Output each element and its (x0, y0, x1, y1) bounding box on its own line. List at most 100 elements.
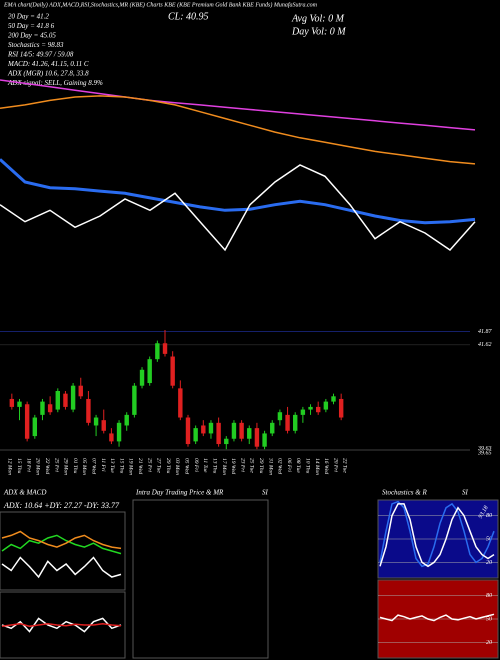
date-label: 12 Mon (7, 458, 13, 475)
candle-body (239, 422, 244, 439)
stoch-label: 93.18 (478, 505, 490, 520)
date-label: 15 Thu (16, 458, 22, 474)
tick-label: 50 (486, 536, 492, 542)
date-label: 22 Tue (342, 458, 348, 473)
date-label: 29 Thu (258, 458, 264, 474)
candle-body (315, 406, 321, 413)
indicator: 50 Day = 41.8 6 (8, 22, 55, 30)
stoch-right: SI (462, 489, 469, 497)
date-label: 03 Mon (174, 458, 180, 475)
date-label: 09 Fri (193, 458, 199, 472)
candle-body (247, 428, 252, 439)
candle-body (9, 398, 15, 407)
candle-body (63, 393, 68, 407)
avg-vol: Avg Vol: 0 M (291, 13, 345, 24)
indicator: ADX (MGR) 10.6, 27.8, 33.8 (7, 70, 89, 78)
candle-body (178, 388, 183, 418)
candle-body (47, 404, 53, 413)
date-label: 10 Thu (305, 458, 311, 474)
intraday-right: SI (262, 489, 269, 497)
indicator-line (0, 158, 476, 225)
date-label: 08 Tue (295, 458, 301, 473)
tick-label: 20 (486, 560, 492, 566)
date-label: 15 Thu (118, 458, 124, 474)
adx-title: ADX & MACD (3, 489, 46, 497)
candle-body (338, 398, 344, 418)
indicator-line (1, 556, 122, 579)
date-label: 13 Tue (109, 458, 115, 473)
candle-body (40, 401, 45, 415)
candle-body (208, 422, 214, 434)
date-label: 20 Fri (332, 458, 338, 472)
candle-body (293, 414, 298, 431)
candle-body (24, 404, 30, 439)
candle-body (162, 343, 168, 354)
tick-label: 80 (486, 513, 492, 519)
indicator-line (379, 503, 495, 568)
tick-label: 80 (486, 593, 492, 599)
candle-body (55, 391, 60, 410)
panel-frame (0, 591, 126, 659)
tick-label: 50 (486, 616, 492, 622)
date-label: 14 Mon (314, 458, 321, 475)
candle-body (270, 422, 275, 434)
intraday-title: Intra Day Trading Price & MR (135, 489, 224, 497)
candle-body (17, 401, 22, 407)
date-label: 01 Thu (72, 458, 78, 474)
candle-body (147, 359, 152, 384)
candle-body (109, 433, 114, 442)
candle-body (132, 385, 137, 415)
candle-body (78, 385, 83, 397)
date-label: 25 Fri (53, 458, 59, 472)
date-label: 29 Mon (63, 458, 69, 475)
date-label: 05 Mon (81, 458, 87, 475)
indicator-line (379, 500, 495, 568)
candle-body (201, 425, 206, 434)
candle-body (116, 422, 122, 442)
indicator-line (1, 622, 122, 628)
date-label: 11 Fri (100, 458, 106, 472)
date-label: 02 Wed (277, 458, 283, 474)
price-label: 39.65 (477, 451, 492, 457)
indicator: RSI 14/5: 49.97 / 59.08 (7, 51, 74, 59)
date-label: 13 Thu (211, 458, 217, 474)
candle-body (262, 433, 267, 447)
indicator-line (1, 534, 122, 555)
date-label: 31 Mon (267, 457, 273, 475)
date-label: 05 Wed (184, 458, 190, 474)
indicator: 200 Day = 45.05 (8, 32, 56, 40)
close: CL: 40.95 (168, 11, 209, 22)
indicator: 20 Day = 41.2 (8, 13, 49, 21)
indicator-line (0, 95, 476, 165)
candle-body (193, 428, 198, 442)
candle-body (285, 414, 290, 431)
adx-label: ADX: 10.64 +DY: 27.27 -DY: 33.77 (3, 501, 120, 510)
date-label: 07 Wed (90, 458, 96, 474)
tick-label: 20 (486, 640, 492, 646)
date-label: 19 Mon (128, 458, 134, 475)
candle-body (155, 343, 160, 360)
date-label: 06 Fri (286, 458, 292, 472)
candle-body (323, 401, 329, 410)
candle-body (216, 422, 221, 445)
date-label: 21 Wed (137, 458, 143, 474)
indicator: MACD: 41.26, 41.15, 0.11 C (7, 60, 89, 68)
intraday-box (132, 499, 269, 659)
indicator-line (379, 613, 495, 622)
candle-body (170, 356, 175, 386)
candle-body (277, 412, 283, 421)
price-label: 39.63 (477, 446, 492, 452)
date-label: 16 Wed (323, 458, 329, 474)
candle-body (70, 385, 76, 410)
candle-body (101, 420, 106, 431)
indicator-line (0, 79, 476, 131)
candle-body (331, 396, 336, 402)
candle-body (93, 417, 99, 426)
candle-body (308, 406, 313, 410)
date-label: 18 Fri (25, 458, 31, 472)
day-vol: Day Vol: 0 M (291, 26, 346, 37)
candle-body (32, 417, 38, 437)
price-label: 41.87 (478, 328, 493, 335)
date-label: 17 Mon (221, 458, 227, 475)
